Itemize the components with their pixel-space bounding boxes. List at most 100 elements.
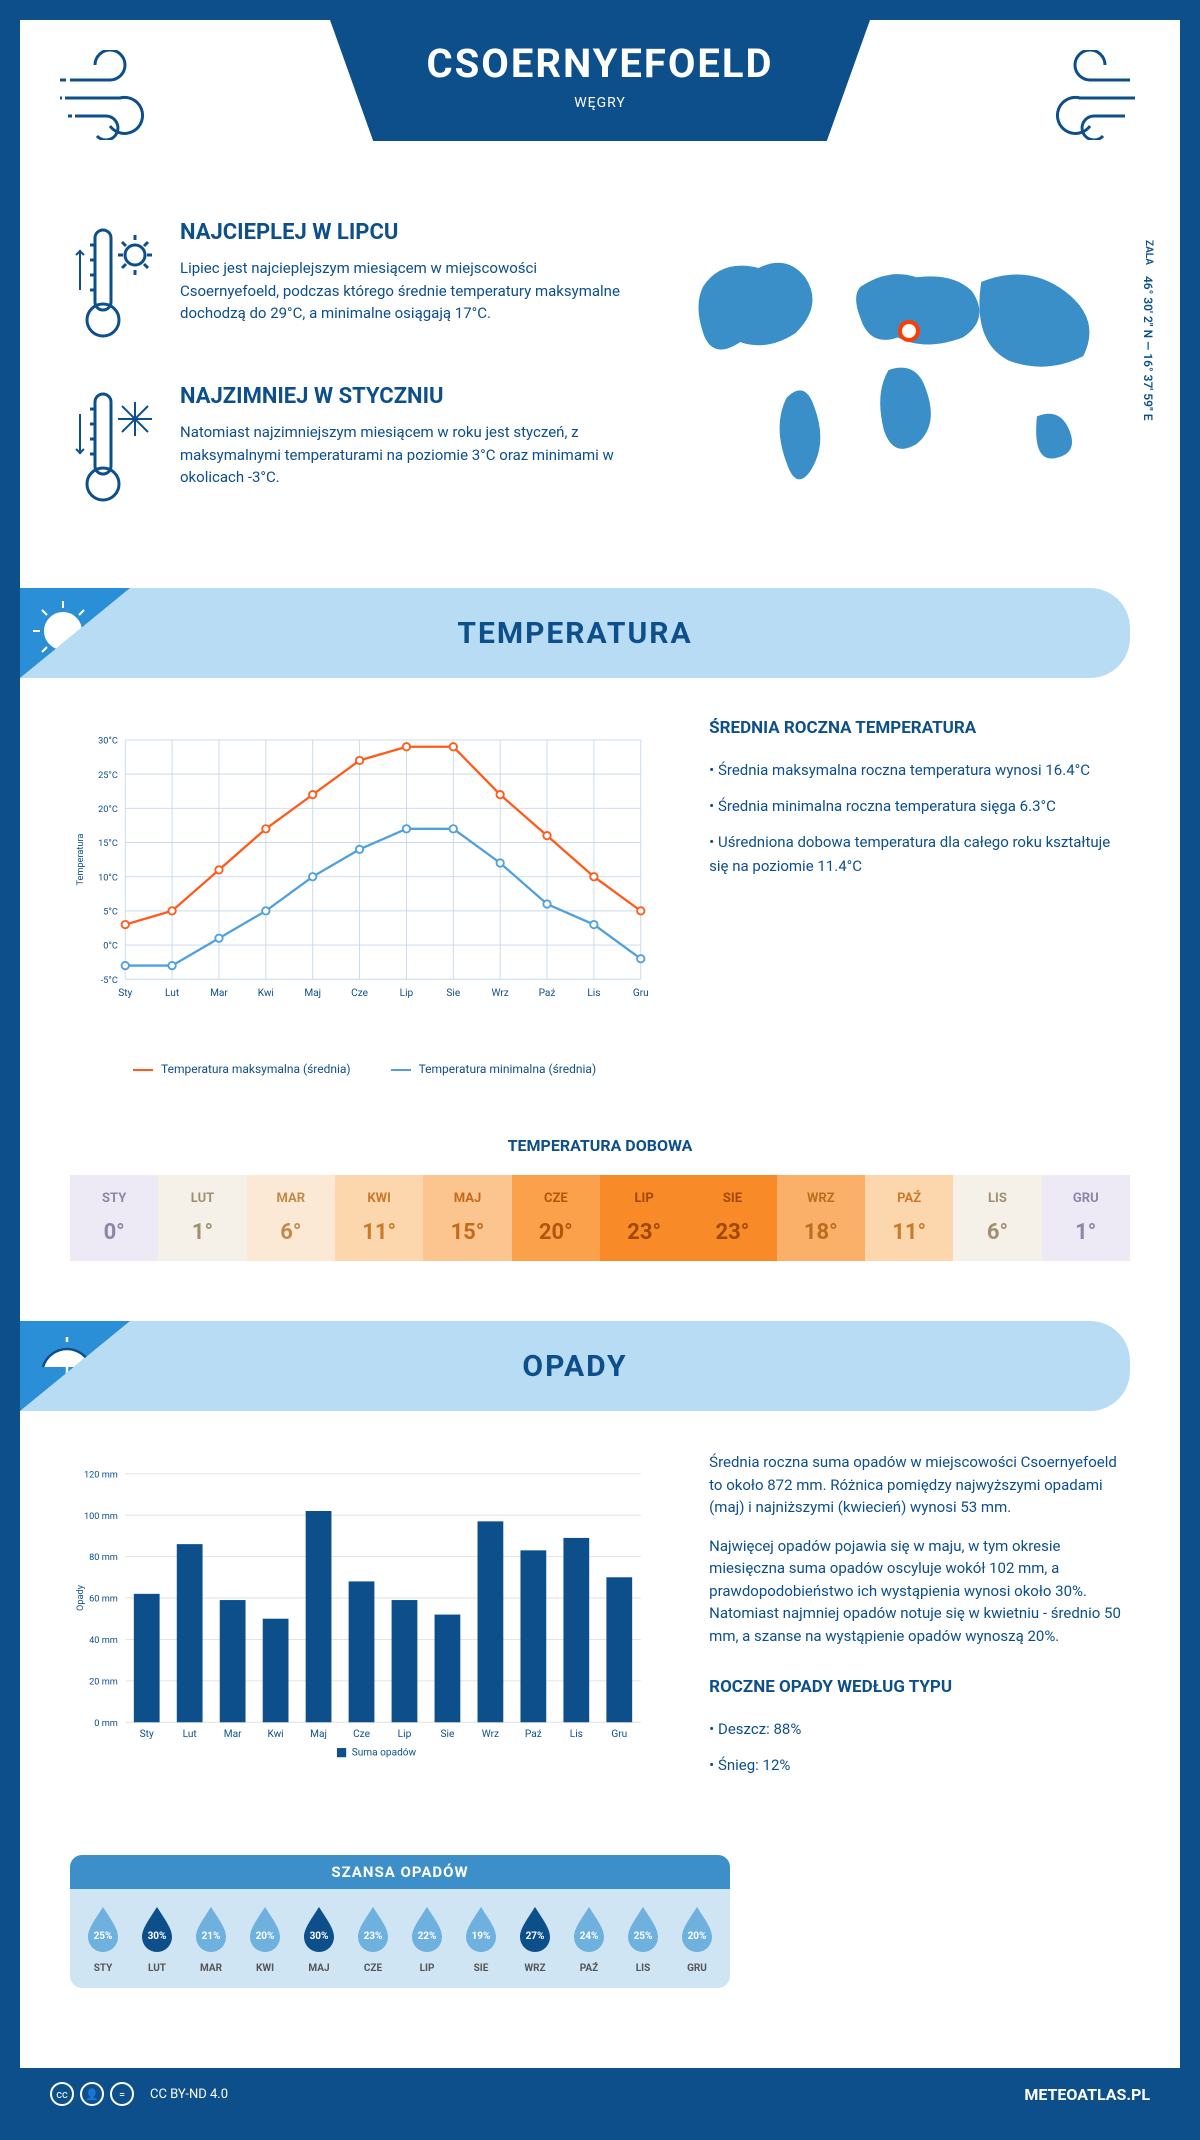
svg-text:Suma opadów: Suma opadów <box>352 1747 417 1758</box>
svg-text:30°C: 30°C <box>98 736 118 747</box>
svg-text:0 mm: 0 mm <box>94 1718 118 1729</box>
svg-text:20°C: 20°C <box>98 804 118 815</box>
svg-text:Cze: Cze <box>353 1729 370 1740</box>
svg-text:30%: 30% <box>310 1931 329 1942</box>
drop-item: 22% LIP <box>400 1903 454 1974</box>
site-label: METEOATLAS.PL <box>1024 2085 1150 2104</box>
svg-text:20 mm: 20 mm <box>89 1677 118 1688</box>
svg-text:22%: 22% <box>418 1931 437 1942</box>
umbrella-icon <box>20 1321 130 1411</box>
thermometer-snow-icon <box>70 384 160 518</box>
temp-cell: SIE 23° <box>688 1175 776 1261</box>
precipitation-chance-panel: SZANSA OPADÓW 25% STY 30% LUT 21% MAR 20… <box>70 1855 730 1988</box>
svg-text:40 mm: 40 mm <box>89 1635 118 1646</box>
svg-text:Kwi: Kwi <box>268 1729 284 1740</box>
drop-item: 25% STY <box>76 1903 130 1974</box>
svg-text:20%: 20% <box>688 1931 707 1942</box>
drop-item: 30% LUT <box>130 1903 184 1974</box>
title-banner: CSOERNYEFOELD WĘGRY <box>330 20 870 141</box>
drop-item: 25% LIS <box>616 1903 670 1974</box>
svg-text:Temperatura: Temperatura <box>75 834 86 886</box>
svg-text:Sie: Sie <box>441 1729 455 1740</box>
summary-title: ŚREDNIA ROCZNA TEMPERATURA <box>709 718 1130 738</box>
svg-text:30%: 30% <box>148 1931 167 1942</box>
page: CSOERNYEFOELD WĘGRY <box>0 0 1200 2140</box>
svg-text:Sty: Sty <box>140 1729 154 1740</box>
coldest-title: NAJZIMNIEJ W STYCZNIU <box>180 384 626 409</box>
temp-cell: LIP 23° <box>600 1175 688 1261</box>
svg-text:120 mm: 120 mm <box>84 1469 118 1480</box>
cc-icon: cc <box>50 2082 74 2106</box>
temp-cell: MAR 6° <box>247 1175 335 1261</box>
daily-temp-title: TEMPERATURA DOBOWA <box>20 1136 1180 1155</box>
temp-cell: LIS 6° <box>953 1175 1041 1261</box>
temp-cell: STY 0° <box>70 1175 158 1261</box>
svg-text:Maj: Maj <box>310 1729 327 1740</box>
drop-item: 23% CZE <box>346 1903 400 1974</box>
nd-icon: = <box>110 2082 134 2106</box>
drop-item: 30% MAJ <box>292 1903 346 1974</box>
svg-text:-5°C: -5°C <box>101 975 118 986</box>
legend-min: Temperatura minimalna (średnia) <box>391 1062 597 1076</box>
footer: cc 👤 = CC BY-ND 4.0 METEOATLAS.PL <box>20 2068 1180 2120</box>
svg-text:Lut: Lut <box>183 1729 197 1740</box>
bullet-item: Śnieg: 12% <box>709 1753 1130 1777</box>
temp-cell: LUT 1° <box>158 1175 246 1261</box>
temperature-content: 30°C25°C20°C15°C10°C5°C0°C-5°CStyLutMarK… <box>20 718 1180 1116</box>
svg-text:0°C: 0°C <box>103 941 118 952</box>
precipitation-content: 120 mm 100 mm 80 mm 60 mm 40 mm 20 mm 0 mm Sty L… <box>20 1451 1180 1835</box>
svg-text:Mar: Mar <box>224 1729 242 1740</box>
intro-section: NAJCIEPLEJ W LIPCU Lipiec jest najcieple… <box>20 220 1180 588</box>
temp-cell: PAŹ 11° <box>865 1175 953 1261</box>
svg-text:Paź: Paź <box>539 988 556 999</box>
bullet-item: Średnia minimalna roczna temperatura się… <box>709 794 1130 818</box>
coldest-text: Natomiast najzimniejszym miesiącem w rok… <box>180 421 626 489</box>
section-title: TEMPERATURA <box>457 616 692 651</box>
svg-text:60 mm: 60 mm <box>89 1594 118 1605</box>
precipitation-summary: Średnia roczna suma opadów w miejscowośc… <box>709 1451 1130 1795</box>
svg-text:Sie: Sie <box>446 988 460 999</box>
drops-title: SZANSA OPADÓW <box>70 1855 730 1889</box>
svg-text:Lip: Lip <box>400 988 414 999</box>
svg-text:27%: 27% <box>526 1931 545 1942</box>
thermometer-sun-icon <box>70 220 160 354</box>
svg-text:19%: 19% <box>472 1931 491 1942</box>
svg-text:Maj: Maj <box>304 988 321 999</box>
temp-cell: WRZ 18° <box>777 1175 865 1261</box>
svg-text:Lis: Lis <box>587 988 600 999</box>
wind-icon <box>60 50 180 144</box>
svg-text:100 mm: 100 mm <box>84 1511 118 1522</box>
svg-text:25°C: 25°C <box>98 770 118 781</box>
precip-type-title: ROCZNE OPADY WEDŁUG TYPU <box>709 1677 1130 1697</box>
svg-text:Mar: Mar <box>210 988 228 999</box>
svg-text:24%: 24% <box>580 1931 599 1942</box>
warmest-block: NAJCIEPLEJ W LIPCU Lipiec jest najcieple… <box>70 220 626 354</box>
bullet-item: Średnia maksymalna roczna temperatura wy… <box>709 758 1130 782</box>
svg-text:25%: 25% <box>634 1931 653 1942</box>
drop-item: 21% MAR <box>184 1903 238 1974</box>
precip-para-1: Średnia roczna suma opadów w miejscowośc… <box>709 1451 1130 1519</box>
coldest-block: NAJZIMNIEJ W STYCZNIU Natomiast najzimni… <box>70 384 626 518</box>
svg-text:Lip: Lip <box>398 1729 412 1740</box>
wind-icon <box>1020 50 1140 144</box>
city-title: CSOERNYEFOELD <box>410 40 790 87</box>
chart-legend: Temperatura maksymalna (średnia) Tempera… <box>70 1062 659 1076</box>
daily-temperature-table: STY 0°LUT 1°MAR 6°KWI 11°MAJ 15°CZE 20°L… <box>70 1175 1130 1261</box>
world-map-block: ZALA 46° 30' 2" N — 16° 37' 59" E <box>666 220 1130 548</box>
svg-text:Paź: Paź <box>525 1729 542 1740</box>
precip-para-2: Najwięcej opadów pojawia się w maju, w t… <box>709 1535 1130 1648</box>
drop-item: 27% WRZ <box>508 1903 562 1974</box>
svg-text:Wrz: Wrz <box>492 988 509 999</box>
warmest-title: NAJCIEPLEJ W LIPCU <box>180 220 626 245</box>
precipitation-chart: 120 mm 100 mm 80 mm 60 mm 40 mm 20 mm 0 mm Sty L… <box>70 1451 659 1795</box>
header: CSOERNYEFOELD WĘGRY <box>20 20 1180 220</box>
card: CSOERNYEFOELD WĘGRY <box>20 20 1180 2068</box>
temp-cell: CZE 20° <box>512 1175 600 1261</box>
drop-item: 19% SIE <box>454 1903 508 1974</box>
svg-text:80 mm: 80 mm <box>89 1552 118 1563</box>
svg-text:Sty: Sty <box>118 988 132 999</box>
drop-item: 20% KWI <box>238 1903 292 1974</box>
svg-text:10°C: 10°C <box>98 872 118 883</box>
coordinates: ZALA 46° 30' 2" N — 16° 37' 59" E <box>1141 240 1155 421</box>
svg-text:20%: 20% <box>256 1931 275 1942</box>
